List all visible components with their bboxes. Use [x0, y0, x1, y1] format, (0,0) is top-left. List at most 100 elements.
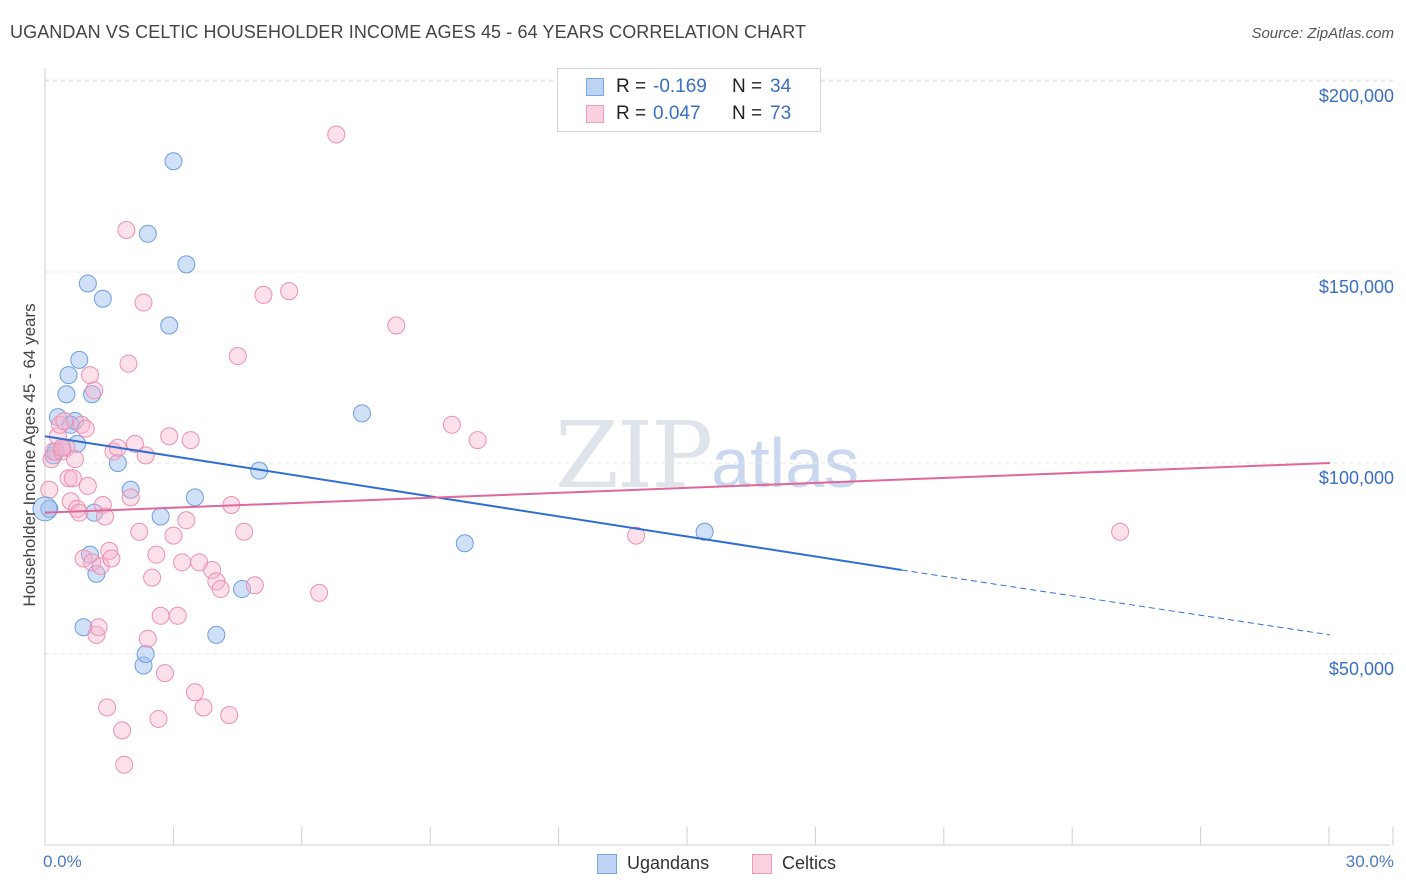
- celtics-point-21: [87, 625, 106, 644]
- celtics-point-38: [134, 293, 153, 312]
- celtics-point-16: [76, 419, 95, 438]
- celtics-point-44: [151, 606, 170, 625]
- ugandans-point-25: [177, 255, 196, 274]
- bottom-legend-label-ugandans: Ugandans: [627, 853, 710, 873]
- y-tick-label-200000: $200,000: [1318, 86, 1394, 106]
- ugandans-point-31: [455, 534, 474, 553]
- celtics-point-6: [55, 411, 74, 430]
- ugandans-point-30: [352, 404, 371, 423]
- celtics-point-19: [83, 553, 102, 572]
- celtics-point-28: [102, 549, 121, 568]
- ugandans-point-32: [695, 522, 714, 541]
- legend-n-value: 73: [770, 103, 792, 124]
- celtics-point-0: [40, 480, 59, 499]
- ugandans-point-17: [108, 454, 127, 472]
- x-tick-label-min: 0.0%: [43, 852, 82, 871]
- bottom-legend-label-celtics: Celtics: [782, 853, 837, 873]
- celtics-point-70: [627, 526, 646, 545]
- celtics-point-51: [181, 431, 200, 450]
- celtics-point-50: [177, 511, 196, 530]
- chart-title: UGANDAN VS CELTIC HOUSEHOLDER INCOME AGE…: [10, 22, 807, 42]
- celtics-point-65: [310, 583, 329, 602]
- ugandans-point-16: [93, 289, 112, 308]
- legend-n-value: 34: [770, 76, 792, 97]
- celtics-point-37: [130, 522, 149, 541]
- legend: R = -0.169 N = 34 R = 0.047 N = 73: [557, 68, 821, 132]
- celtics-point-69: [468, 431, 487, 450]
- celtics-point-40: [138, 629, 157, 648]
- legend-swatch-ugandans: [586, 78, 604, 96]
- legend-r-value: 0.047: [653, 103, 701, 124]
- celtics-point-33: [117, 220, 136, 239]
- celtics-point-54: [194, 698, 213, 717]
- celtics-point-57: [211, 580, 230, 599]
- y-tick-label-150000: $150,000: [1318, 277, 1394, 297]
- celtics-point-39: [136, 446, 155, 465]
- ugandans-point-18: [121, 480, 140, 499]
- y-tick-label-50000: $50,000: [1328, 659, 1394, 679]
- ugandans-point-4: [57, 385, 76, 404]
- legend-n-label: N =: [732, 103, 763, 124]
- celtics-point-13: [70, 503, 89, 522]
- legend-swatch-celtics: [586, 105, 604, 123]
- celtics-point-34: [119, 354, 138, 373]
- ugandans-point-21: [138, 224, 157, 243]
- celtics-point-41: [143, 568, 162, 587]
- celtics-point-68: [442, 415, 461, 434]
- y-tick-label-100000: $100,000: [1318, 468, 1394, 488]
- celtics-trend-line: [44, 462, 1331, 514]
- ugandans-point-23: [160, 316, 179, 335]
- celtics-point-67: [387, 316, 406, 335]
- celtics-point-8: [59, 469, 78, 488]
- celtics-point-46: [160, 427, 179, 446]
- ugandans-point-9: [70, 350, 89, 369]
- celtics-point-64: [280, 282, 299, 301]
- celtics-point-52: [185, 683, 204, 702]
- celtics-point-49: [173, 553, 192, 572]
- celtics-point-63: [254, 285, 273, 304]
- celtics-point-61: [235, 522, 254, 541]
- ugandans-point-26: [185, 488, 204, 507]
- y-axis-label: Householder Income Ages 45 - 64 years: [20, 303, 39, 607]
- legend-n-label: N =: [732, 76, 763, 97]
- celtics-point-1: [42, 450, 61, 469]
- celtics-point-11: [65, 450, 84, 469]
- celtics-point-45: [155, 664, 174, 683]
- celtics-point-22: [89, 618, 108, 637]
- celtics-point-25: [95, 507, 114, 526]
- ugandans-trend-line: [44, 435, 902, 571]
- ugandans-point-22: [151, 507, 170, 526]
- celtics-point-35: [121, 488, 140, 507]
- celtics-point-62: [245, 576, 264, 595]
- celtics-point-71: [1111, 522, 1130, 541]
- ugandans-point-cluster: [32, 496, 58, 522]
- legend-r-value: -0.169: [653, 76, 707, 97]
- x-tick-label-max: 30.0%: [1345, 852, 1394, 871]
- ugandans-point-11: [78, 274, 97, 293]
- chart-source: Source: ZipAtlas.com: [1251, 25, 1394, 42]
- celtics-point-27: [100, 541, 119, 560]
- celtics-point-23: [91, 557, 110, 576]
- celtics-point-26: [98, 698, 117, 717]
- celtics-point-31: [113, 721, 132, 740]
- celtics-point-36: [125, 434, 144, 453]
- celtics-point-48: [168, 606, 187, 625]
- ugandans-point-19: [134, 656, 153, 675]
- legend-r-label: R =: [616, 76, 647, 97]
- celtics-point-17: [78, 476, 97, 495]
- celtics-point-32: [115, 755, 134, 774]
- celtics-point-18: [80, 366, 99, 385]
- celtics-point-10: [63, 469, 82, 488]
- celtics-point-55: [203, 560, 222, 579]
- ugandans-point-24: [164, 152, 183, 171]
- celtics-point-47: [164, 526, 183, 545]
- bottom-legend-swatch-celtics: [752, 854, 772, 874]
- celtics-point-15: [74, 549, 93, 568]
- celtics-point-60: [228, 347, 247, 366]
- celtics-point-43: [149, 709, 168, 728]
- celtics-point-42: [147, 545, 166, 564]
- legend-r-label: R =: [616, 103, 647, 124]
- ugandans-point-20: [136, 645, 155, 663]
- ugandans-point-27: [207, 625, 226, 644]
